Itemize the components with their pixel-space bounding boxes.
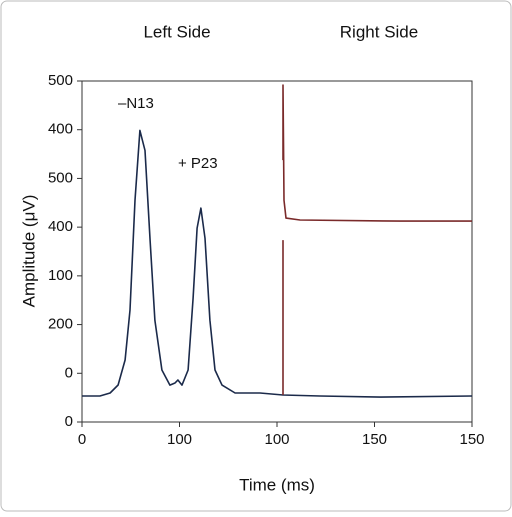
trace [282, 84, 472, 395]
y-tick-label: 0 [65, 364, 73, 381]
annotation: –N13 [118, 95, 154, 112]
x-axis-label: Time (ms) [239, 475, 315, 494]
y-tick-label: 200 [48, 316, 73, 333]
x-tick-label: 100 [264, 431, 289, 448]
y-axis-label: Amplitude (μV) [19, 195, 38, 308]
x-tick-label: 150 [459, 431, 484, 448]
panel-title: Right Side [340, 22, 418, 41]
y-tick-label: 100 [48, 267, 73, 284]
y-tick-label: 500 [48, 72, 73, 89]
y-tick-label: 400 [48, 218, 73, 235]
panel-title: Left Side [143, 22, 210, 41]
x-tick-label: 0 [78, 431, 86, 448]
trace [82, 129, 473, 398]
y-tick-label: 400 [48, 121, 73, 138]
x-tick-label: 100 [167, 431, 192, 448]
x-tick-label: 150 [362, 431, 387, 448]
y-tick-label: 500 [48, 169, 73, 186]
y-tick-label: 0 [65, 413, 73, 430]
annotation: + P23 [178, 155, 218, 172]
